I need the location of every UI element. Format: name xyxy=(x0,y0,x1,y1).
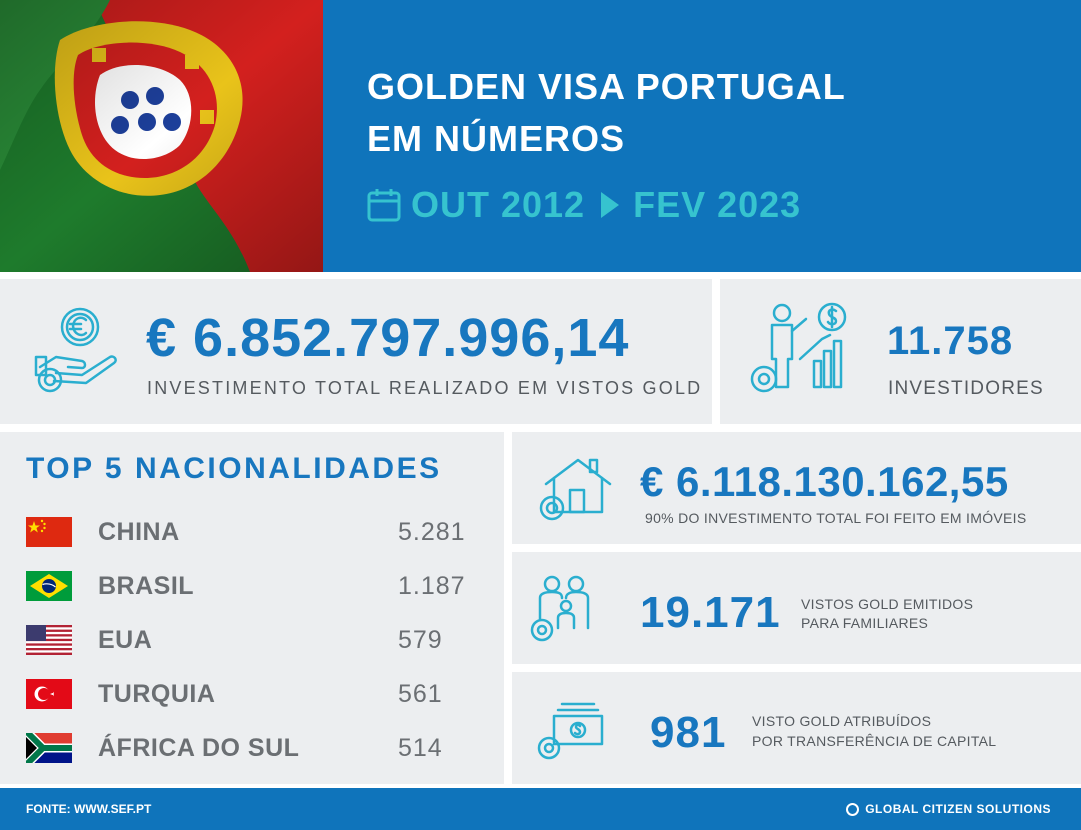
total-investment-value: € 6.852.797.996,14 xyxy=(146,308,630,368)
play-arrow-icon xyxy=(601,192,620,218)
capital-transfer-label-line1: VISTO GOLD ATRIBUÍDOS xyxy=(752,713,932,729)
period-range: OUT 2012 FEV 2023 xyxy=(367,180,801,230)
footer-brand-name: GLOBAL CITIZEN SOLUTIONS xyxy=(865,802,1051,816)
house-icon xyxy=(539,458,612,521)
top-nationalities-title: TOP 5 NACIONALIDADES xyxy=(26,452,442,485)
total-investment-panel: € 6.852.797.996,14 INVESTIMENTO TOTAL RE… xyxy=(0,279,712,424)
south-africa-flag-icon xyxy=(26,733,72,763)
portugal-flag-illustration xyxy=(0,0,323,272)
period-start: OUT 2012 xyxy=(411,184,586,225)
nationality-count: 579 xyxy=(398,625,443,654)
nationality-country: CHINA xyxy=(98,517,180,546)
capital-transfer-label-line2: POR TRANSFERÊNCIA DE CAPITAL xyxy=(752,733,997,749)
family-visas-panel: 19.171 VISTOS GOLD EMITIDOS PARA FAMILIA… xyxy=(512,552,1081,664)
euro-hand-icon xyxy=(34,307,117,393)
top-nationalities-panel xyxy=(0,432,504,784)
total-investment-label: INVESTIMENTO TOTAL REALIZADO EM VISTOS G… xyxy=(147,378,703,398)
nationality-row: EUA 579 xyxy=(26,620,466,660)
nationality-row: ÁFRICA DO SUL 514 xyxy=(26,728,466,768)
brazil-flag-icon xyxy=(26,571,72,601)
nationality-country: BRASIL xyxy=(98,571,195,600)
investors-panel: 11.758 INVESTIDORES xyxy=(720,279,1081,424)
family-visas-label-line1: VISTOS GOLD EMITIDOS xyxy=(801,596,974,612)
capital-transfer-panel: 981 VISTO GOLD ATRIBUÍDOS POR TRANSFERÊN… xyxy=(512,672,1081,784)
money-transfer-icon xyxy=(537,702,604,760)
nationality-country: TURQUIA xyxy=(98,679,216,708)
footer-brand: GLOBAL CITIZEN SOLUTIONS xyxy=(846,802,1051,816)
calendar-icon xyxy=(367,189,401,222)
family-icon xyxy=(530,575,590,642)
capital-transfer-value: 981 xyxy=(650,708,727,757)
nationality-count: 561 xyxy=(398,679,443,708)
real-estate-label: 90% DO INVESTIMENTO TOTAL FOI FEITO EM I… xyxy=(645,510,1027,526)
nationality-count: 5.281 xyxy=(398,517,466,546)
footer-bar: FONTE: WWW.SEF.PT GLOBAL CITIZEN SOLUTIO… xyxy=(0,788,1081,830)
nationality-country: ÁFRICA DO SUL xyxy=(98,733,300,762)
real-estate-panel: € 6.118.130.162,55 90% DO INVESTIMENTO T… xyxy=(512,432,1081,544)
nationality-row: TURQUIA 561 xyxy=(26,674,466,714)
investor-growth-icon xyxy=(750,302,847,393)
family-visas-label-line2: PARA FAMILIARES xyxy=(801,615,929,631)
usa-flag-icon xyxy=(26,625,72,655)
family-visas-value: 19.171 xyxy=(640,588,781,637)
page-title-line1: GOLDEN VISA PORTUGAL xyxy=(367,66,846,107)
footer-source: FONTE: WWW.SEF.PT xyxy=(26,802,152,816)
investors-value: 11.758 xyxy=(887,319,1014,363)
page-title-line2: EM NÚMEROS xyxy=(367,118,626,159)
nationality-count: 1.187 xyxy=(398,571,466,600)
nationality-row: CHINA 5.281 xyxy=(26,512,466,552)
investors-label: INVESTIDORES xyxy=(888,378,1044,399)
nationality-count: 514 xyxy=(398,733,443,762)
china-flag-icon xyxy=(26,517,72,547)
nationality-row: BRASIL 1.187 xyxy=(26,566,466,606)
header-band: GOLDEN VISA PORTUGAL EM NÚMEROS OUT 2012… xyxy=(323,0,1081,272)
period-end: FEV 2023 xyxy=(633,184,802,225)
globe-logo-icon xyxy=(846,802,860,816)
nationality-country: EUA xyxy=(98,625,153,654)
turkey-flag-icon xyxy=(26,679,72,709)
real-estate-value: € 6.118.130.162,55 xyxy=(640,458,1009,505)
portugal-flag-photo xyxy=(0,0,323,272)
